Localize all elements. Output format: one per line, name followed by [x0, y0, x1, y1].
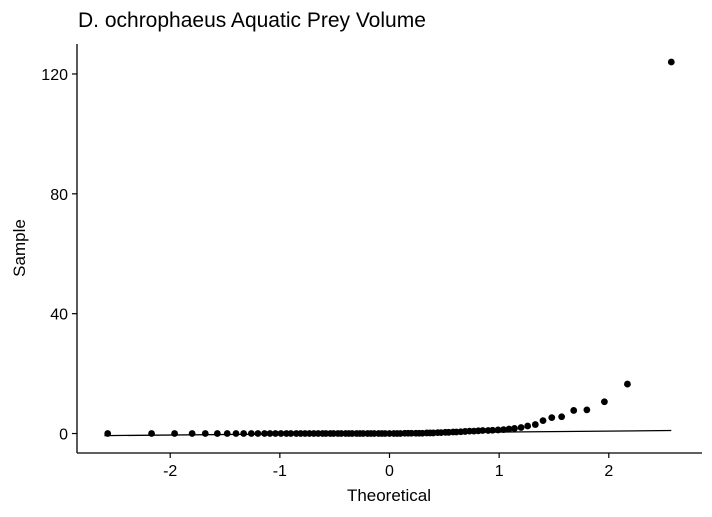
data-point: [213, 430, 221, 437]
data-point: [287, 430, 295, 437]
data-point: [511, 425, 518, 432]
data-point: [524, 422, 532, 430]
data-point: [232, 430, 240, 437]
x-tick-label: -1: [273, 463, 287, 480]
data-point: [188, 430, 196, 437]
data-point: [247, 430, 255, 437]
data-point: [254, 430, 262, 437]
x-axis-title: Theoretical: [347, 486, 431, 505]
x-tick-label: 0: [385, 463, 394, 480]
data-point: [148, 430, 155, 437]
y-tick-label: 120: [41, 67, 68, 84]
y-axis-ticks: 0 40 80 120: [41, 67, 77, 444]
data-point: [601, 398, 608, 406]
data-point: [171, 430, 178, 437]
plot-area: [104, 58, 675, 437]
data-point: [277, 430, 285, 437]
data-point: [272, 430, 279, 437]
data-point: [548, 414, 556, 422]
data-point: [104, 430, 112, 437]
data-point: [667, 58, 675, 66]
data-point: [223, 430, 231, 437]
data-point: [479, 427, 487, 434]
data-point: [539, 417, 547, 425]
data-point: [266, 430, 274, 437]
data-point: [201, 430, 209, 437]
y-tick-label: 40: [50, 307, 68, 324]
data-point: [624, 380, 631, 388]
x-tick-label: 1: [495, 463, 504, 480]
y-tick-label: 80: [50, 187, 68, 204]
chart-title: D. ochrophaeus Aquatic Prey Volume: [78, 9, 426, 32]
data-point: [261, 430, 268, 437]
data-point: [505, 425, 513, 433]
x-axis-ticks: -2 -1 0 1 2: [163, 453, 613, 480]
y-tick-label: 0: [59, 427, 68, 444]
data-point: [500, 426, 507, 434]
data-point: [240, 430, 248, 437]
x-tick-label: 2: [604, 463, 613, 480]
x-tick-label: -2: [163, 463, 177, 480]
data-point: [583, 406, 591, 414]
data-point: [489, 426, 496, 434]
data-point: [558, 413, 566, 421]
data-point: [494, 426, 502, 434]
y-axis-title: Sample: [10, 219, 29, 277]
data-point: [517, 424, 525, 431]
data-point: [570, 407, 578, 414]
data-point: [531, 421, 539, 428]
